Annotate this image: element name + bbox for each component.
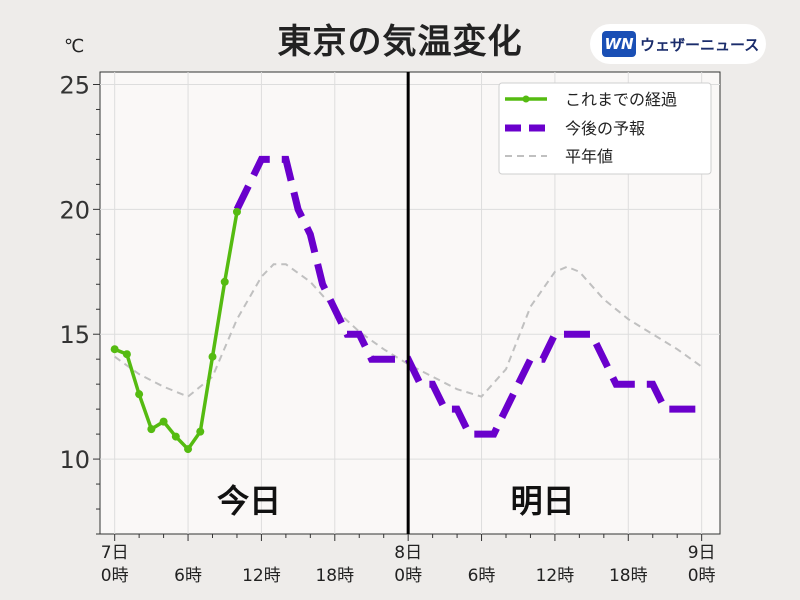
x-tick-date-label: 7日 [101,543,129,563]
x-tick-hour-label: 0時 [101,566,129,586]
legend-box [498,82,712,175]
chart-legend: これまでの経過 今後の予報 平年値 [498,82,712,175]
x-tick-hour-label: 12時 [242,566,281,586]
y-tick-label: 20 [59,196,90,224]
day-label-tomorrow: 明日 [511,482,575,520]
day-label-today: 今日 [217,482,281,520]
normal-temperature-line [114,263,703,398]
legend-label-observed: これまでの経過 [565,90,677,109]
x-tick-date-label: 8日 [394,543,422,563]
legend-label-normal: 平年値 [565,147,613,166]
brand-logo-icon: WN [602,31,636,57]
observed-point [110,345,119,354]
x-tick-labels: 7日 0時 6時 12時 18時 8日 0時 6時 12時 18時 9日 0時 [101,543,716,586]
x-tick-date-label: 9日 [688,543,716,563]
observed-point [196,427,205,436]
legend-label-forecast: 今後の予報 [565,119,645,138]
observed-point [147,425,156,434]
x-tick-hour-label: 6時 [468,566,496,586]
chart-title: 東京の気温変化 [277,22,523,62]
series-normal-line [114,263,703,398]
observed-point [135,390,144,399]
legend-marker-observed [522,95,530,103]
y-tick-label: 15 [59,321,90,349]
forecast-temperature-line [233,155,702,438]
x-tick-hour-label: 12時 [536,566,575,586]
y-tick-labels: 10 15 20 25 [59,71,90,474]
y-tick-label: 25 [59,71,90,99]
observed-point [184,445,193,454]
observed-point [232,207,241,216]
x-tick-hour-label: 18時 [609,566,648,586]
observed-point [220,277,229,286]
y-unit-label: ℃ [64,36,85,57]
x-tick-hour-label: 18時 [315,566,354,586]
series-observed-line [110,207,241,454]
observed-point [171,432,180,441]
x-tick-hour-label: 0時 [688,566,716,586]
x-tick-hour-label: 6時 [174,566,202,586]
series-forecast-line [233,155,702,438]
observed-point [159,417,168,426]
observed-point [208,352,217,361]
x-tick-hour-label: 0時 [394,566,422,586]
y-tick-label: 10 [59,446,90,474]
brand-logo-text: ウェザーニュース [640,36,760,54]
observed-point [122,350,131,359]
